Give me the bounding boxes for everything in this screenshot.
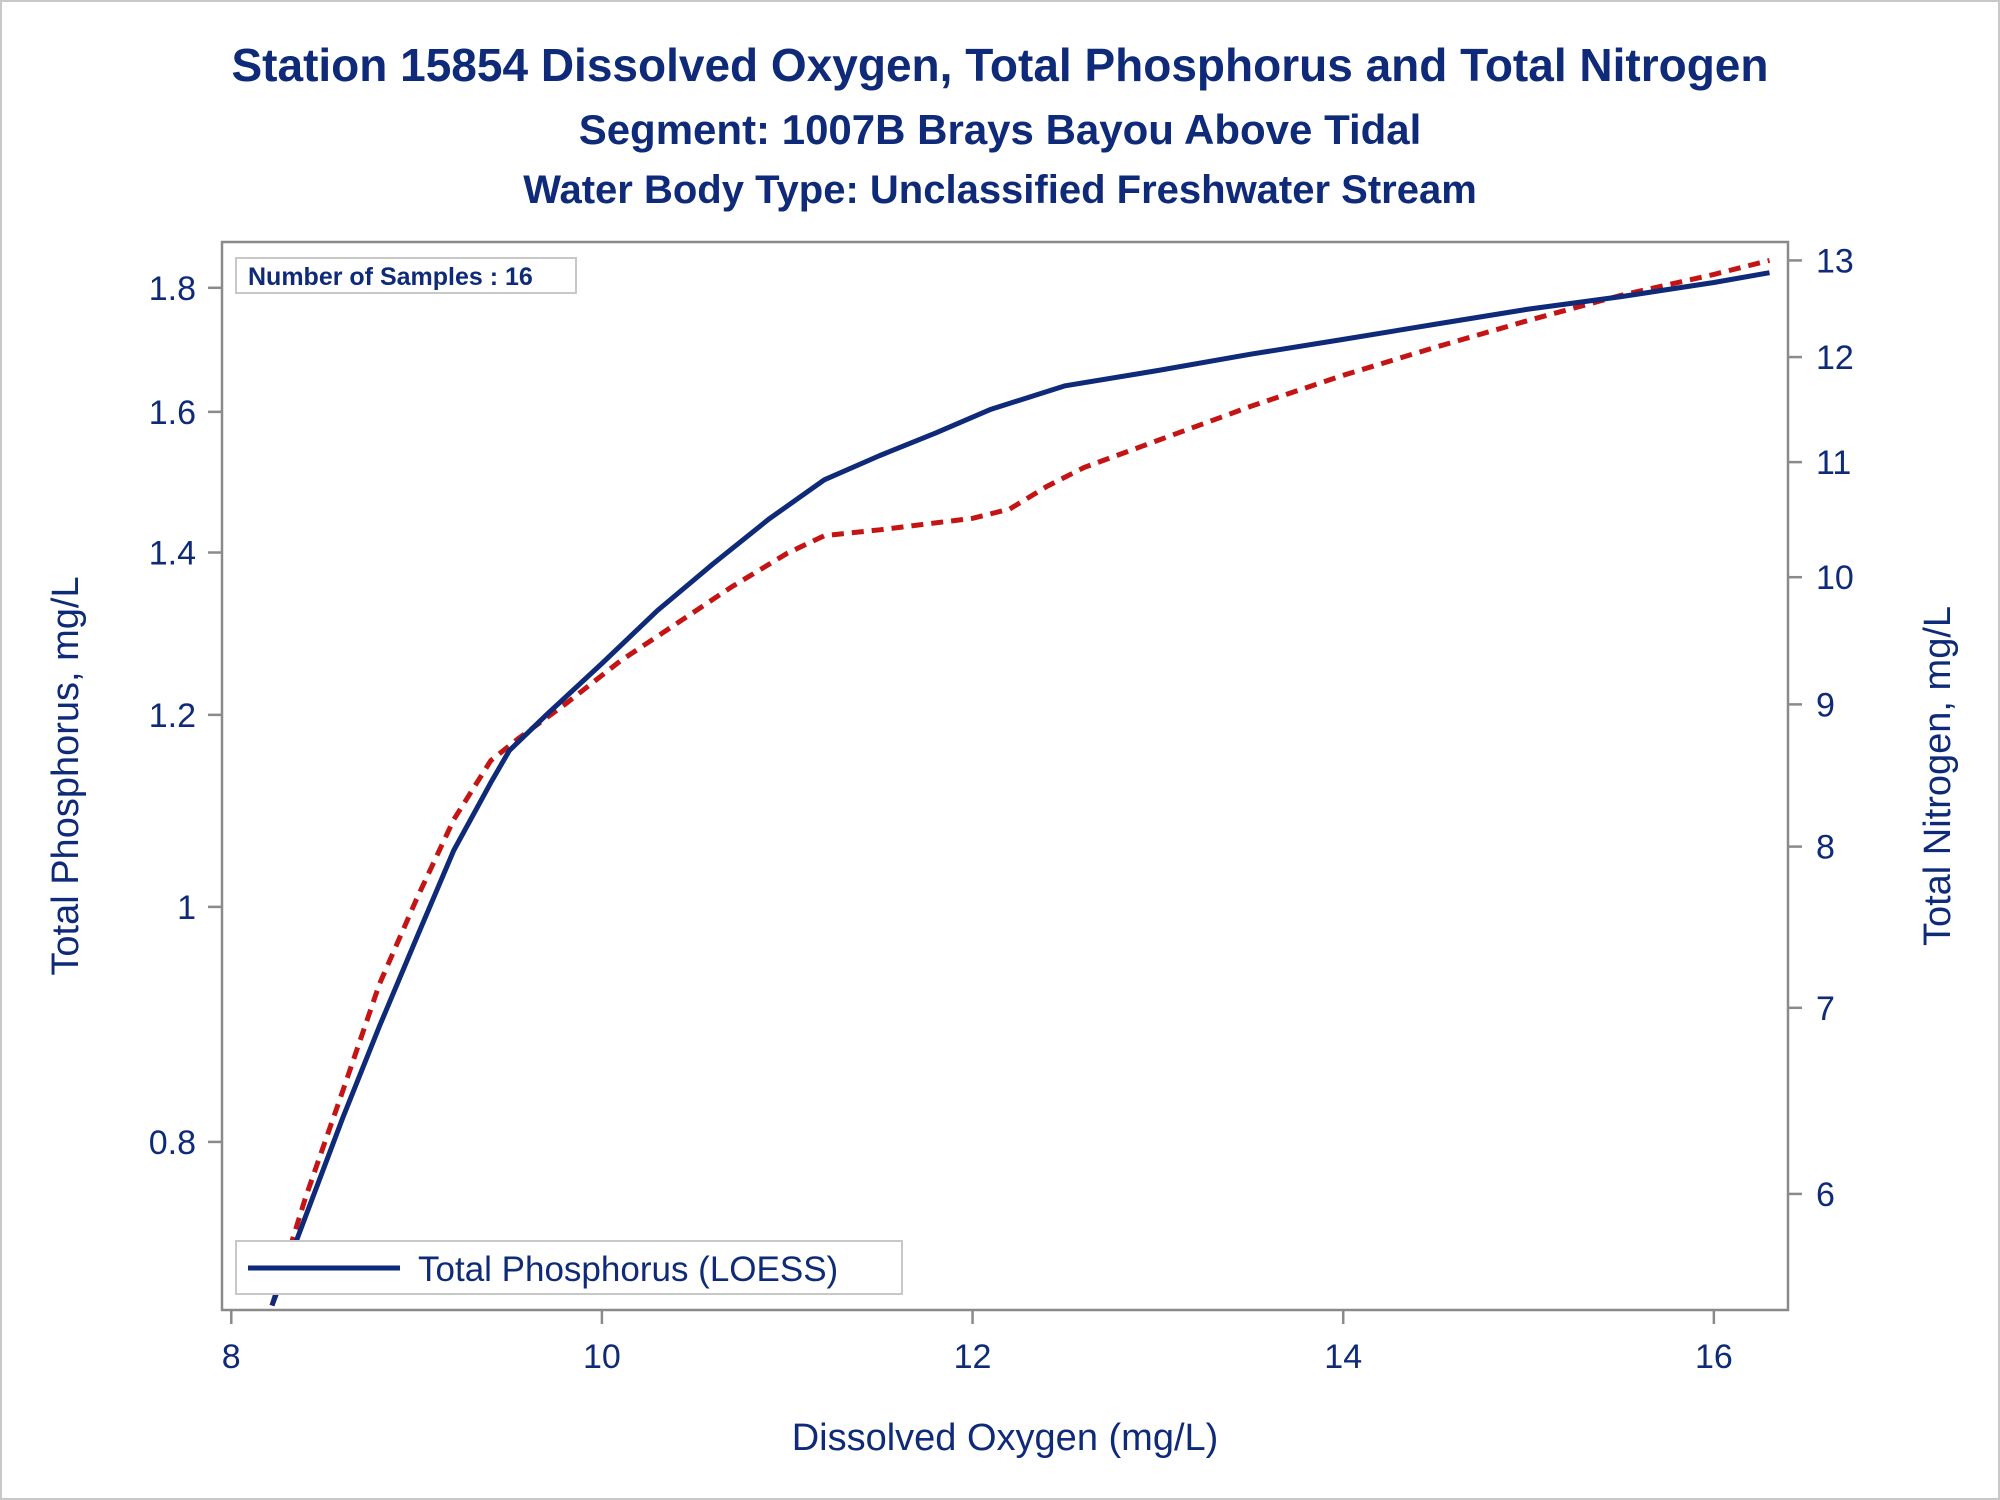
y2-axis-label: Total Nitrogen, mg/L	[1917, 606, 1959, 946]
y-tick-label: 1.8	[149, 270, 196, 308]
y2-tick-label: 9	[1816, 686, 1835, 724]
x-tick-label: 14	[1324, 1338, 1362, 1376]
y2-tick-label: 11	[1816, 444, 1851, 482]
y-tick-label: 1.4	[149, 534, 196, 572]
legend-label-total-phosphorus: Total Phosphorus (LOESS)	[418, 1250, 838, 1289]
y2-tick-label: 8	[1816, 829, 1835, 867]
x-tick-label: 12	[954, 1338, 992, 1376]
x-axis-label: Dissolved Oxygen (mg/L)	[792, 1417, 1219, 1459]
chart-subtitle-2: Water Body Type: Unclassified Freshwater…	[523, 168, 1477, 212]
y2-tick-label: 10	[1816, 559, 1854, 597]
chart-subtitle: Segment: 1007B Brays Bayou Above Tidal	[578, 106, 1422, 153]
y-tick-label: 1.6	[149, 394, 196, 432]
sample-count-box	[235, 257, 577, 294]
y-tick-label: 0.8	[149, 1124, 196, 1162]
series-line-total-phosphorus	[269, 270, 1770, 1307]
legend: Total Phosphorus (LOESS)	[235, 1240, 903, 1295]
x-tick-label: 10	[583, 1338, 621, 1376]
y2-tick-label: 6	[1816, 1176, 1835, 1214]
y2-tick-label: 13	[1816, 242, 1854, 280]
series-line-total-nitrogen	[269, 257, 1771, 1307]
x-tick-label: 8	[222, 1338, 241, 1376]
sample-count-note: Number of Samples : 16	[248, 263, 533, 291]
plot-area	[220, 240, 1790, 1312]
y-tick-label: 1	[177, 889, 196, 927]
chart-title: Station 15854 Dissolved Oxygen, Total Ph…	[231, 39, 1769, 91]
y-tick-label: 1.2	[149, 697, 196, 735]
y-axis-label: Total Phosphorus, mg/L	[45, 576, 87, 975]
x-tick-label: 16	[1695, 1338, 1733, 1376]
y2-tick-label: 12	[1816, 339, 1854, 377]
y2-tick-label: 7	[1816, 990, 1835, 1028]
